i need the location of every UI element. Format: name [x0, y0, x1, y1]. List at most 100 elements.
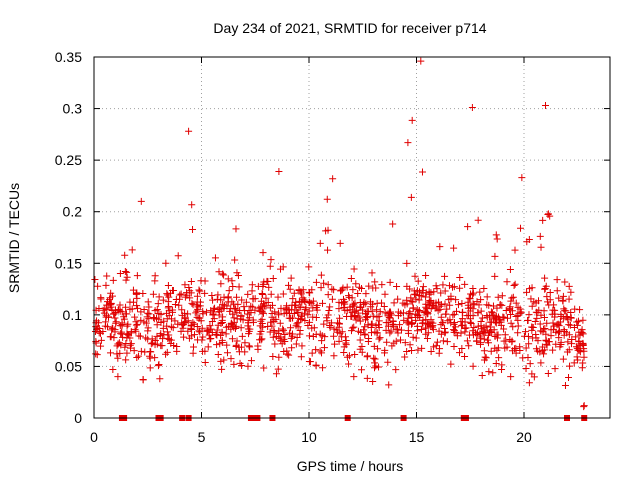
data-point: [394, 312, 402, 320]
data-point: [559, 292, 567, 300]
data-point: [552, 340, 560, 348]
data-point: [553, 276, 561, 284]
data-point: [349, 286, 357, 294]
data-point: [450, 244, 458, 252]
data-point: [232, 225, 240, 233]
data-point: [271, 340, 279, 348]
data-point: [441, 287, 449, 295]
data-point: [144, 327, 152, 335]
data-point: [461, 280, 469, 288]
data-point: [489, 369, 497, 377]
data-point: [477, 322, 485, 330]
data-point: [154, 362, 162, 370]
data-point: [137, 316, 145, 324]
data-point: [372, 322, 380, 330]
data-point: [121, 268, 129, 276]
data-point: [356, 336, 364, 344]
data-point: [572, 333, 580, 341]
ticks-layer: 0 0.05 0.1 0.15 0.2 0.25 0.3 0.35 0 5 10 15 20: [55, 49, 610, 445]
data-point: [330, 332, 338, 340]
data-point: [269, 275, 277, 283]
data-point: [403, 348, 411, 356]
data-point: [539, 216, 547, 224]
data-point: [477, 296, 485, 304]
data-point: [181, 293, 189, 301]
data-point: [461, 324, 469, 332]
data-point-outlier: [580, 402, 588, 410]
data-point: [412, 316, 420, 324]
data-point: [490, 326, 498, 334]
data-point: [498, 361, 506, 369]
data-point: [153, 314, 161, 322]
data-point: [305, 288, 313, 296]
data-point: [287, 324, 295, 332]
data-point: [564, 338, 572, 346]
data-point: [525, 379, 533, 387]
data-point: [514, 322, 522, 330]
data-point: [491, 272, 499, 280]
data-point: [441, 300, 449, 308]
data-point: [218, 329, 226, 337]
data-point: [119, 333, 127, 341]
data-point: [480, 323, 488, 331]
data-point: [479, 327, 487, 335]
data-point: [116, 307, 124, 315]
data-point: [355, 283, 363, 291]
data-point: [199, 333, 207, 341]
data-point: [99, 306, 107, 314]
data-point: [566, 321, 574, 329]
y-tick-label: 0: [74, 410, 82, 426]
data-point: [255, 304, 263, 312]
data-point: [565, 295, 573, 303]
data-point: [305, 332, 313, 340]
data-point: [268, 322, 276, 330]
data-point: [573, 353, 581, 361]
data-point: [419, 283, 427, 291]
data-point: [189, 319, 197, 327]
data-point: [561, 382, 569, 390]
data-point: [192, 309, 200, 317]
data-point: [181, 281, 189, 289]
data-point: [224, 275, 232, 283]
data-point: [360, 298, 368, 306]
data-point: [130, 347, 138, 355]
data-point: [242, 298, 250, 306]
data-point: [301, 306, 309, 314]
data-point: [494, 293, 502, 301]
data-point: [354, 327, 362, 335]
data-point: [108, 307, 116, 315]
data-point: [393, 325, 401, 333]
data-point: [94, 282, 102, 290]
data-point: [343, 283, 351, 291]
data-point: [436, 305, 444, 313]
data-point: [277, 265, 285, 273]
data-point: [338, 299, 346, 307]
data-point: [246, 325, 254, 333]
data-point: [237, 343, 245, 351]
data-point: [429, 325, 437, 333]
data-point: [565, 374, 573, 382]
data-point: [334, 328, 342, 336]
data-point: [274, 365, 282, 373]
data-point: [514, 303, 522, 311]
data-point: [352, 316, 360, 324]
data-point: [160, 317, 168, 325]
data-point: [445, 282, 453, 290]
data-point: [465, 311, 473, 319]
data-point: [173, 342, 181, 350]
data-point-outlier: [518, 174, 526, 182]
data-point: [480, 285, 488, 293]
data-point: [293, 320, 301, 328]
data-point: [511, 246, 519, 254]
data-point: [294, 309, 302, 317]
data-point: [399, 299, 407, 307]
data-point: [231, 324, 239, 332]
data-point: [162, 350, 170, 358]
data-point: [483, 293, 491, 301]
data-point: [561, 278, 569, 286]
data-point: [540, 307, 548, 315]
data-point: [543, 293, 551, 301]
data-point: [126, 305, 134, 313]
data-point: [565, 321, 573, 329]
data-point: [267, 256, 275, 264]
